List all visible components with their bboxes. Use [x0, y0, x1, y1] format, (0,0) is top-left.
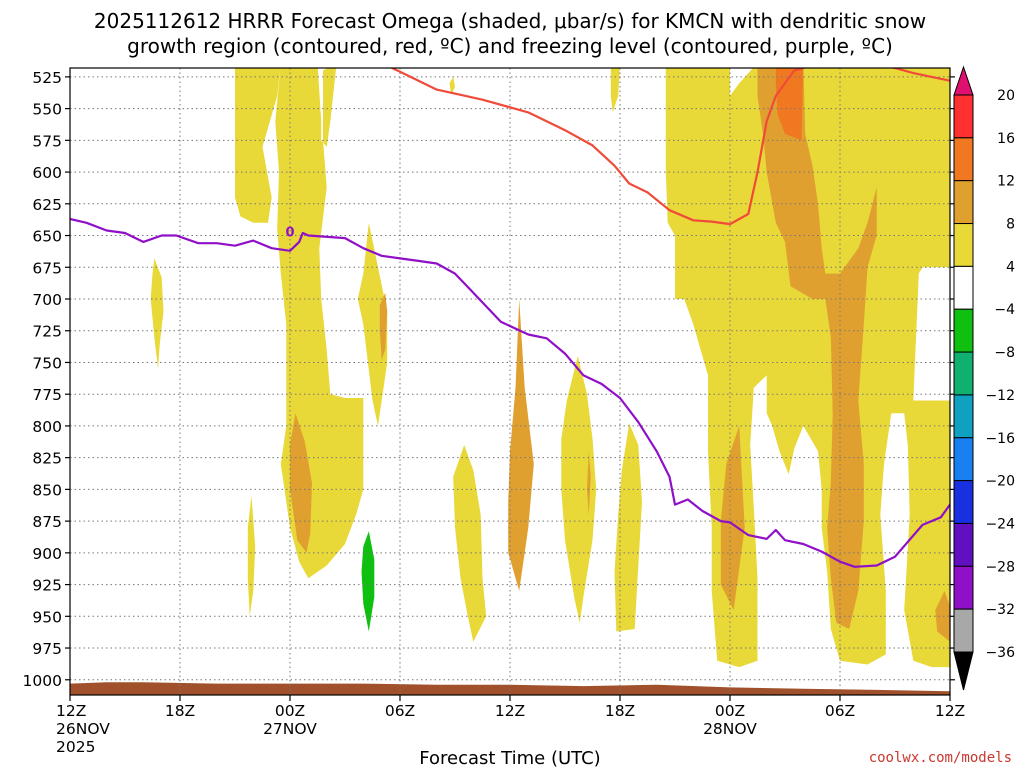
- credit-text: coolwx.com/models: [869, 750, 1012, 766]
- colorbar-label: −8: [994, 345, 1015, 361]
- omega-shade-8-12-5: [757, 68, 877, 629]
- y-tick-label: 775: [32, 386, 62, 404]
- colorbar-swatch: [953, 94, 974, 139]
- colorbar-label: −24: [985, 516, 1015, 532]
- x-tick-label: 06Z: [385, 702, 415, 720]
- x-tick-label: 00Z: [715, 702, 745, 720]
- x-tick-label: 26NOV: [56, 720, 110, 738]
- omega-shade-4-8-2: [357, 222, 388, 426]
- colorbar-label: −36: [985, 645, 1015, 661]
- y-tick-label: 650: [32, 228, 62, 246]
- contour-series-2: [888, 68, 950, 82]
- chart-title-line-2: growth region (contoured, red, ºC) and f…: [127, 34, 893, 58]
- x-tick-label: 18Z: [165, 702, 195, 720]
- plot-area: 0 525 550 575 600 625 650 675 700 725 750 775 800 825…: [23, 67, 965, 756]
- colorbar-label: 20: [997, 88, 1015, 104]
- y-tick-label: 575: [32, 132, 62, 150]
- colorbar-label: 8: [1006, 217, 1015, 233]
- chart-title-line-1: 2025112612 HRRR Forecast Omega (shaded, …: [94, 9, 926, 33]
- y-tick-label: 600: [32, 164, 62, 182]
- omega-shade-8-12-6: [935, 590, 950, 642]
- colorbar-top-arrow: [953, 65, 974, 96]
- y-tick-label: 750: [32, 354, 62, 372]
- x-tick-label: 06Z: [825, 702, 855, 720]
- omega-shade-4-8-5: [449, 76, 455, 95]
- omega-shade-4-8-3: [150, 258, 164, 369]
- y-tick-label: 900: [32, 545, 62, 563]
- colorbar-label: −20: [985, 474, 1015, 490]
- colorbar-swatch: [953, 223, 974, 267]
- omega-shade-4-8-8: [610, 68, 620, 113]
- terrain-strip: [70, 682, 950, 695]
- omega-shade-4-8-6: [453, 445, 487, 642]
- y-tick-label: 700: [32, 291, 62, 309]
- colorbar-swatch: [953, 180, 974, 225]
- y-tick-label: 950: [32, 608, 62, 626]
- colorbar: 20 16 12 8 4 −4 −8 −12 −16 −20 −24 −28 −32 −36: [953, 65, 1015, 691]
- contour-series-0: [70, 217, 950, 568]
- y-tick-label: 825: [32, 450, 62, 468]
- x-tick-label: 00Z: [275, 702, 305, 720]
- colorbar-swatch: [953, 137, 974, 182]
- omega-shade-8-12-3: [587, 451, 591, 515]
- omega-shade-8-12-4: [720, 425, 745, 610]
- colorbar-swatch: [953, 608, 974, 653]
- colorbar-swatch: [953, 265, 974, 310]
- contour-label-0: 0: [285, 226, 294, 241]
- colorbar-swatch: [953, 522, 974, 567]
- omega-shade-8-12-0: [290, 413, 312, 553]
- y-tick-label: 625: [32, 196, 62, 214]
- colorbar-swatch: [953, 308, 974, 353]
- contour-series-1: [389, 68, 808, 226]
- omega-shade-neg4-neg8-0: [361, 531, 375, 632]
- omega-shade-8-12-1: [379, 292, 388, 360]
- colorbar-swatch: [953, 565, 974, 610]
- colorbar-label: −16: [985, 431, 1015, 447]
- plot-layer: 0: [70, 68, 950, 695]
- colorbar-label: −32: [985, 602, 1015, 618]
- x-tick-label: 18Z: [605, 702, 635, 720]
- x-tick-label: 12Z: [495, 702, 525, 720]
- colorbar-label: −12: [985, 388, 1015, 404]
- y-tick-label: 1000: [23, 672, 62, 690]
- colorbar-swatch: [953, 480, 974, 524]
- colorbar-swatch: [953, 394, 974, 439]
- x-tick-label: 12Z: [56, 702, 86, 720]
- omega-shade-4-8-9: [614, 423, 642, 632]
- y-tick-label: 975: [32, 640, 62, 658]
- y-tick-label: 550: [32, 101, 62, 119]
- y-tick-label: 725: [32, 323, 62, 341]
- omega-shade-8-12-2: [508, 299, 534, 591]
- y-tick-label: 675: [32, 259, 62, 277]
- y-tick-label: 800: [32, 418, 62, 436]
- colorbar-label: −28: [985, 559, 1015, 575]
- colorbar-label: 16: [997, 131, 1015, 147]
- colorbar-label: 12: [997, 174, 1015, 190]
- x-tick-label: 28NOV: [703, 720, 757, 738]
- omega-shade-4-8-4: [247, 495, 256, 617]
- x-tick-label: 27NOV: [263, 720, 317, 738]
- x-tick-label: 12Z: [935, 702, 965, 720]
- omega-shade-4-8-0: [235, 68, 281, 223]
- y-tick-label: 525: [32, 69, 62, 87]
- colorbar-label: −4: [994, 302, 1015, 318]
- y-tick-label: 875: [32, 513, 62, 531]
- x-tick-label: 2025: [56, 738, 95, 756]
- colorbar-bottom-arrow: [953, 651, 974, 691]
- colorbar-label: 4: [1006, 259, 1015, 275]
- x-axis-label: Forecast Time (UTC): [419, 748, 600, 768]
- colorbar-swatch: [953, 351, 974, 396]
- y-tick-label: 850: [32, 481, 62, 499]
- colorbar-swatch: [953, 437, 974, 482]
- y-tick-label: 925: [32, 577, 62, 595]
